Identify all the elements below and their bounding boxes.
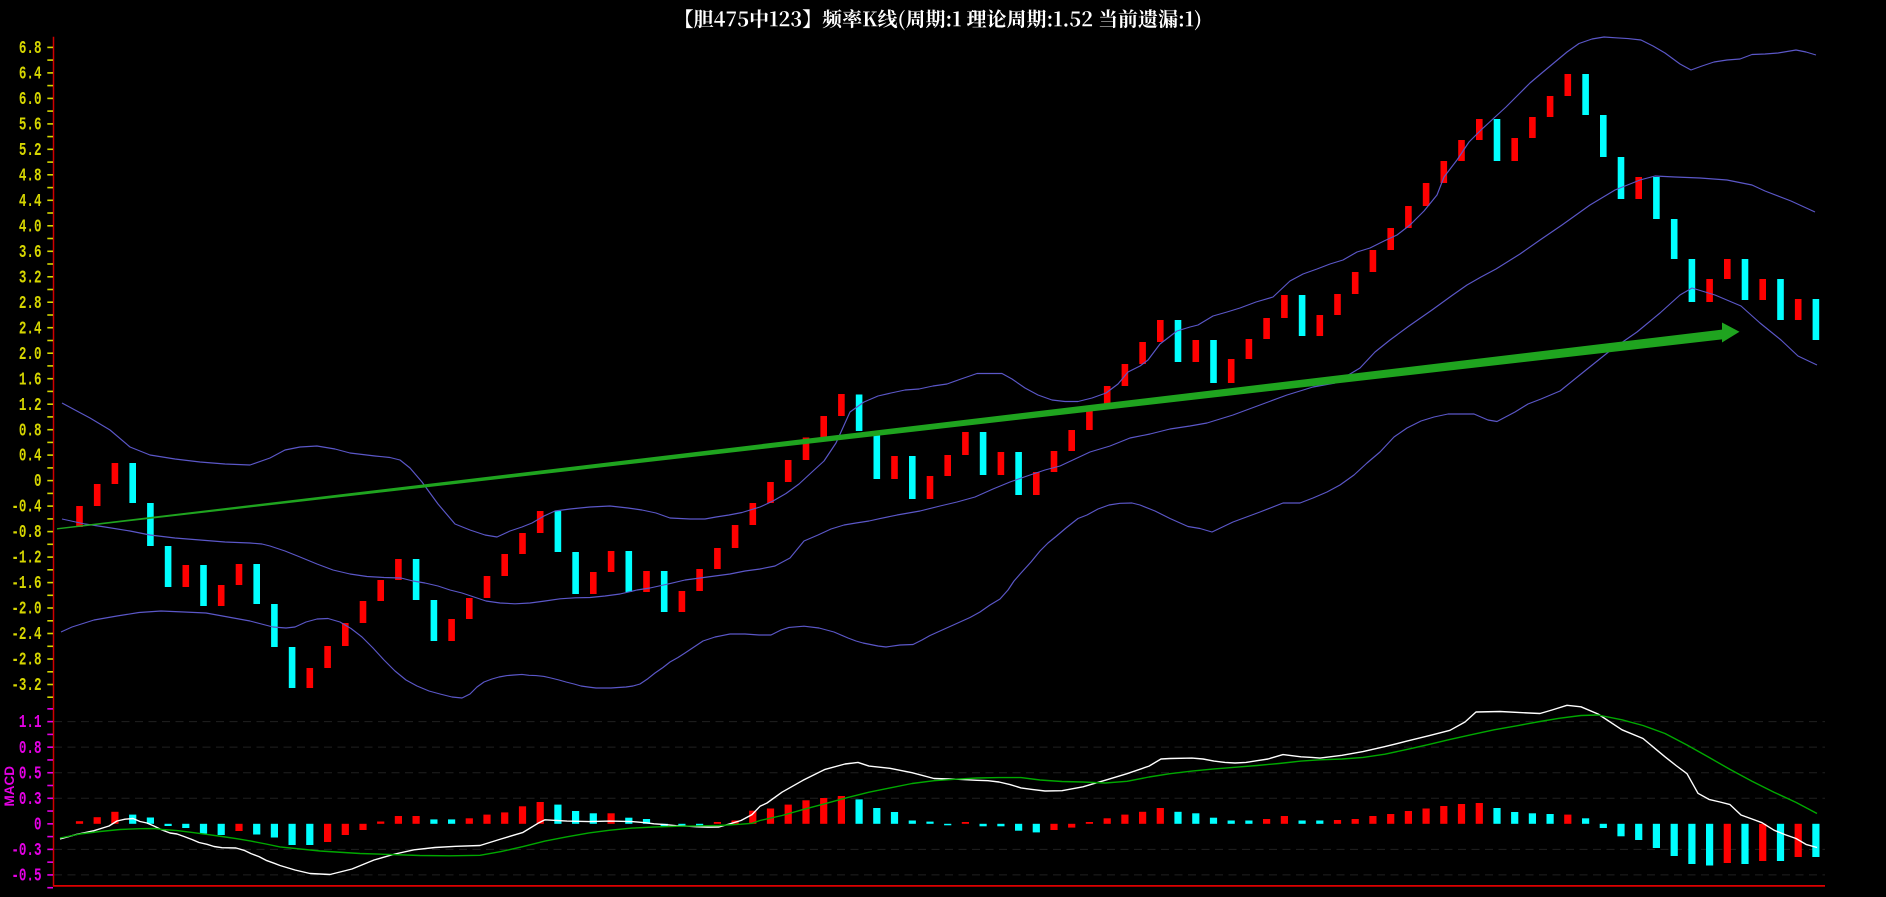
svg-text:0.4: 0.4 bbox=[19, 445, 42, 466]
svg-text:0.8: 0.8 bbox=[19, 420, 42, 441]
svg-text:MACD: MACD bbox=[2, 766, 17, 807]
svg-text:5.2: 5.2 bbox=[19, 140, 42, 161]
svg-text:0.8: 0.8 bbox=[19, 738, 42, 759]
svg-text:6.0: 6.0 bbox=[19, 89, 42, 110]
svg-text:6.8: 6.8 bbox=[19, 38, 42, 59]
svg-text:0: 0 bbox=[34, 814, 42, 835]
svg-text:-0.8: -0.8 bbox=[11, 522, 41, 543]
svg-text:-0.3: -0.3 bbox=[11, 840, 41, 861]
svg-text:-2.8: -2.8 bbox=[11, 649, 41, 670]
svg-text:3.6: 3.6 bbox=[19, 242, 42, 263]
svg-text:0.5: 0.5 bbox=[19, 763, 42, 784]
svg-text:4.4: 4.4 bbox=[19, 191, 42, 212]
svg-text:2.8: 2.8 bbox=[19, 293, 42, 314]
svg-text:-2.0: -2.0 bbox=[11, 598, 41, 619]
svg-text:1.2: 1.2 bbox=[19, 395, 42, 416]
svg-text:5.6: 5.6 bbox=[19, 114, 42, 135]
svg-text:0.3: 0.3 bbox=[19, 789, 42, 810]
svg-text:2.0: 2.0 bbox=[19, 344, 42, 365]
svg-text:0: 0 bbox=[34, 471, 42, 492]
svg-text:-3.2: -3.2 bbox=[11, 675, 41, 696]
svg-text:4.8: 4.8 bbox=[19, 165, 42, 186]
svg-text:6.4: 6.4 bbox=[19, 63, 42, 84]
svg-text:-1.2: -1.2 bbox=[11, 547, 41, 568]
svg-text:-0.4: -0.4 bbox=[11, 496, 42, 517]
svg-text:-0.5: -0.5 bbox=[11, 865, 41, 886]
svg-text:4.0: 4.0 bbox=[19, 216, 42, 237]
svg-text:-2.4: -2.4 bbox=[11, 624, 42, 645]
svg-text:2.4: 2.4 bbox=[19, 318, 42, 339]
svg-text:3.2: 3.2 bbox=[19, 267, 42, 288]
svg-text:-1.6: -1.6 bbox=[11, 573, 41, 594]
svg-text:1.6: 1.6 bbox=[19, 369, 42, 390]
svg-text:1.1: 1.1 bbox=[19, 712, 42, 733]
